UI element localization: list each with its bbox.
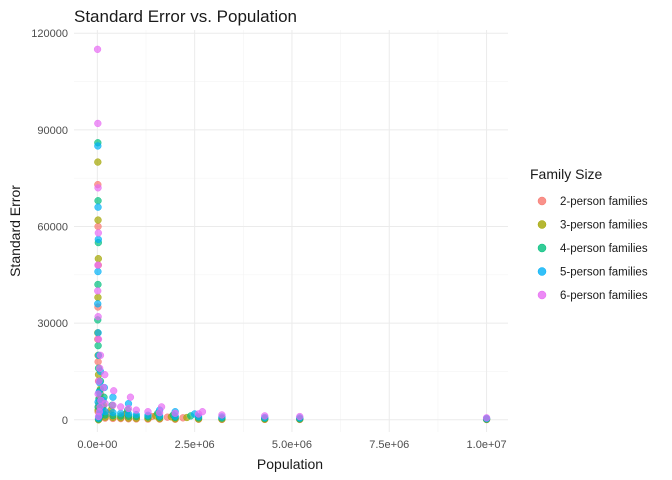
data-point bbox=[94, 358, 102, 366]
legend-label: 4-person families bbox=[560, 243, 648, 255]
data-point bbox=[94, 216, 102, 224]
x-axis-ticks: 0.0e+00 2.5e+06 5.0e+06 7.5e+06 1.0e+07 bbox=[77, 439, 506, 451]
legend-label: 6-person families bbox=[560, 290, 648, 302]
data-point bbox=[94, 313, 102, 321]
data-point bbox=[124, 404, 133, 413]
x-tick-label: 2.5e+06 bbox=[175, 439, 215, 451]
legend-key bbox=[537, 196, 547, 206]
data-point bbox=[96, 351, 105, 359]
x-axis-title: Population bbox=[257, 456, 323, 472]
y-tick-label: 0 bbox=[62, 415, 68, 427]
data-point bbox=[132, 406, 140, 414]
data-point bbox=[101, 371, 109, 379]
data-point bbox=[94, 222, 102, 231]
data-point bbox=[110, 387, 118, 395]
data-point bbox=[109, 393, 117, 401]
data-point bbox=[94, 229, 102, 237]
legend-label: 2-person families bbox=[560, 196, 648, 208]
y-axis-title: Standard Error bbox=[7, 185, 23, 277]
data-points bbox=[93, 45, 491, 424]
data-point bbox=[96, 364, 104, 372]
data-point bbox=[95, 377, 103, 385]
data-point bbox=[482, 414, 491, 422]
x-tick-label: 7.5e+06 bbox=[369, 439, 409, 451]
data-point bbox=[94, 119, 102, 128]
data-point bbox=[261, 412, 269, 420]
data-point bbox=[94, 293, 102, 302]
x-tick-label: 5.0e+06 bbox=[272, 439, 312, 451]
legend-key bbox=[537, 243, 547, 253]
data-point bbox=[94, 390, 102, 398]
legend-title: Family Size bbox=[530, 166, 603, 182]
data-point bbox=[94, 280, 102, 289]
y-tick-label: 90000 bbox=[37, 125, 68, 137]
data-point bbox=[94, 142, 102, 150]
data-point bbox=[157, 403, 166, 411]
legend-label: 3-person families bbox=[560, 220, 648, 232]
data-point bbox=[296, 412, 304, 421]
data-point bbox=[94, 255, 102, 263]
data-point bbox=[117, 409, 125, 417]
data-point bbox=[94, 267, 102, 276]
x-tick-label: 0.0e+00 bbox=[77, 439, 117, 451]
y-tick-label: 30000 bbox=[37, 318, 68, 330]
legend-key bbox=[537, 220, 547, 229]
data-point bbox=[171, 409, 179, 417]
data-point bbox=[218, 411, 226, 419]
data-point bbox=[94, 197, 102, 205]
legend: Family Size 2-person families 3-person fa… bbox=[530, 166, 648, 302]
data-point bbox=[94, 329, 102, 337]
data-point bbox=[109, 401, 117, 409]
data-point bbox=[94, 235, 102, 244]
grid bbox=[74, 30, 508, 432]
data-point bbox=[109, 409, 117, 417]
x-tick-label: 1.0e+07 bbox=[467, 439, 507, 451]
data-point bbox=[198, 408, 207, 416]
data-point bbox=[94, 203, 102, 211]
legend-label: 5-person families bbox=[560, 267, 648, 279]
y-axis-ticks: 0 30000 60000 90000 120000 bbox=[31, 28, 68, 427]
legend-key bbox=[537, 267, 547, 276]
data-point bbox=[117, 403, 125, 411]
data-point bbox=[144, 408, 152, 416]
data-point bbox=[94, 184, 102, 192]
data-point bbox=[94, 287, 102, 295]
y-tick-label: 120000 bbox=[31, 28, 68, 40]
data-point bbox=[94, 261, 102, 269]
data-point bbox=[99, 383, 108, 392]
data-point bbox=[126, 393, 135, 401]
chart-title: Standard Error vs. Population bbox=[74, 7, 297, 26]
data-point bbox=[94, 342, 102, 350]
series-6-person-families bbox=[93, 45, 491, 422]
data-point bbox=[94, 158, 102, 166]
data-point bbox=[94, 300, 102, 308]
y-tick-label: 60000 bbox=[37, 221, 68, 233]
data-point bbox=[101, 400, 109, 408]
legend-key bbox=[537, 290, 547, 300]
data-point bbox=[93, 45, 102, 53]
data-point bbox=[94, 335, 103, 343]
